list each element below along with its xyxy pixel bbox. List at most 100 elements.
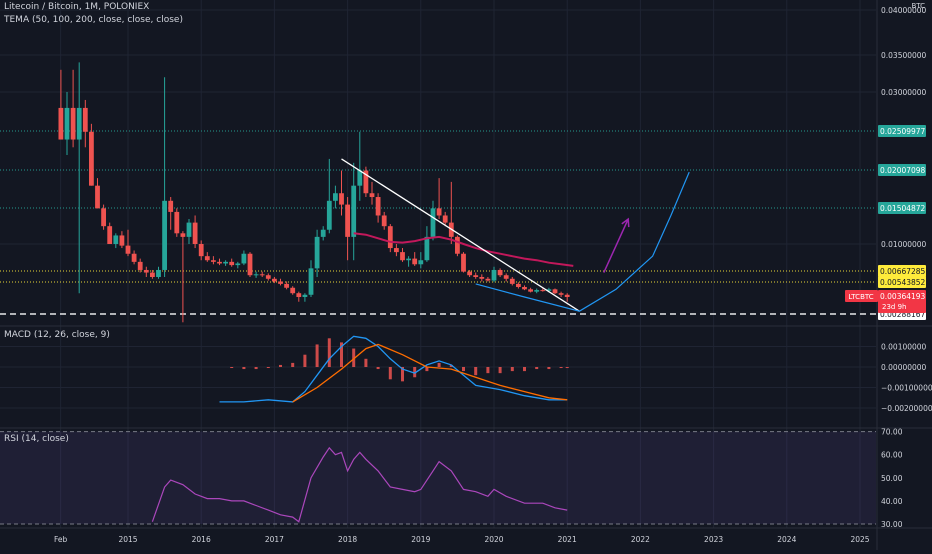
candle [528, 287, 533, 293]
candle [308, 260, 314, 297]
candle-body [290, 287, 296, 294]
candle [326, 158, 332, 234]
candle-body [522, 286, 527, 290]
candle-body [247, 253, 253, 276]
time-tick-label: 2020 [484, 535, 503, 544]
candle-body [64, 107, 70, 140]
macd-title: MACD (12, 26, close, 9) [4, 330, 110, 340]
candle [345, 197, 350, 261]
current-price-label: 0.00364193 [880, 292, 926, 301]
candle [339, 170, 344, 216]
rsi-tick-label: 40.00 [881, 497, 903, 506]
macd-tick-label: 0.00000000 [881, 363, 927, 372]
candle-body [204, 256, 210, 261]
candle [89, 123, 94, 186]
candle-body [394, 248, 399, 253]
candle-body [363, 170, 369, 194]
macd-hist-bar [352, 348, 356, 367]
rsi-tick-label: 70.00 [881, 428, 903, 437]
candle [473, 272, 479, 279]
candle [107, 222, 113, 244]
candle [491, 266, 497, 283]
candle [198, 240, 204, 261]
candle [64, 92, 70, 156]
rsi-tick-label: 60.00 [881, 451, 903, 460]
macd-hist-bar [498, 367, 502, 374]
candle-body [223, 261, 228, 264]
candle [400, 248, 405, 262]
candle [229, 258, 235, 267]
candle-body [272, 278, 277, 282]
macd-hist-bar [486, 367, 490, 374]
candle-body [375, 197, 381, 216]
candle [320, 226, 326, 241]
candle-body [150, 272, 155, 277]
candle-body [217, 261, 222, 264]
candle [534, 288, 540, 294]
candle [150, 269, 155, 279]
macd-histogram [230, 338, 569, 382]
candle [265, 273, 271, 281]
candle [497, 268, 503, 277]
price-tag-label: 0.01504872 [880, 204, 926, 213]
candle [351, 162, 357, 261]
candle [381, 211, 387, 230]
candle [540, 288, 546, 292]
candle [558, 291, 564, 297]
rsi-line [151, 446, 568, 523]
candle-body [455, 236, 460, 254]
arrow-shaft [603, 218, 629, 273]
price-tag-label: 0.00543852 [880, 278, 926, 287]
candle [131, 250, 137, 265]
candle-body [412, 258, 418, 265]
candle-body [351, 185, 357, 237]
candle-body [284, 283, 289, 288]
rsi-legend: RSI (14, close) [4, 434, 69, 444]
candle-body [253, 274, 259, 276]
macd-tick-label: −0.00100000 [881, 384, 932, 393]
candle-body [473, 275, 479, 277]
macd-hist-bar [510, 367, 514, 372]
candle [479, 274, 485, 282]
candle [333, 185, 338, 209]
candle-body [503, 275, 509, 279]
currency-label: BTC [911, 2, 925, 10]
candle [253, 271, 259, 278]
candle [204, 252, 210, 262]
candle [259, 271, 265, 277]
candle [58, 69, 64, 140]
candle-body [400, 252, 405, 261]
rsi-band [0, 431, 876, 524]
candle [363, 166, 369, 198]
candle [290, 286, 296, 295]
time-tick-label: 2018 [338, 535, 357, 544]
candle-body [320, 229, 326, 237]
candle-body [546, 289, 552, 291]
time-tick-label: 2024 [777, 535, 796, 544]
candle-body [314, 236, 320, 269]
candle [241, 250, 247, 266]
candle-body [509, 278, 515, 284]
candle-body [70, 107, 76, 140]
candle-body [540, 290, 546, 292]
candle-body [186, 222, 192, 237]
candle [412, 252, 418, 266]
time-tick-label: 2021 [558, 535, 577, 544]
candle-body [345, 204, 350, 237]
candle-body [552, 289, 558, 294]
candle [314, 229, 320, 277]
rsi-title: RSI (14, close) [4, 434, 69, 444]
candle [70, 69, 76, 148]
candle-body [436, 208, 442, 216]
macd-hist-bar [413, 367, 417, 378]
candle [278, 278, 283, 286]
candle-body [58, 107, 64, 140]
candle-body [418, 260, 424, 265]
price-tag-label: 0.02509977 [880, 127, 926, 136]
candle [174, 208, 180, 237]
candle-body [174, 211, 180, 234]
candle [211, 256, 216, 265]
price-tag [878, 164, 926, 176]
